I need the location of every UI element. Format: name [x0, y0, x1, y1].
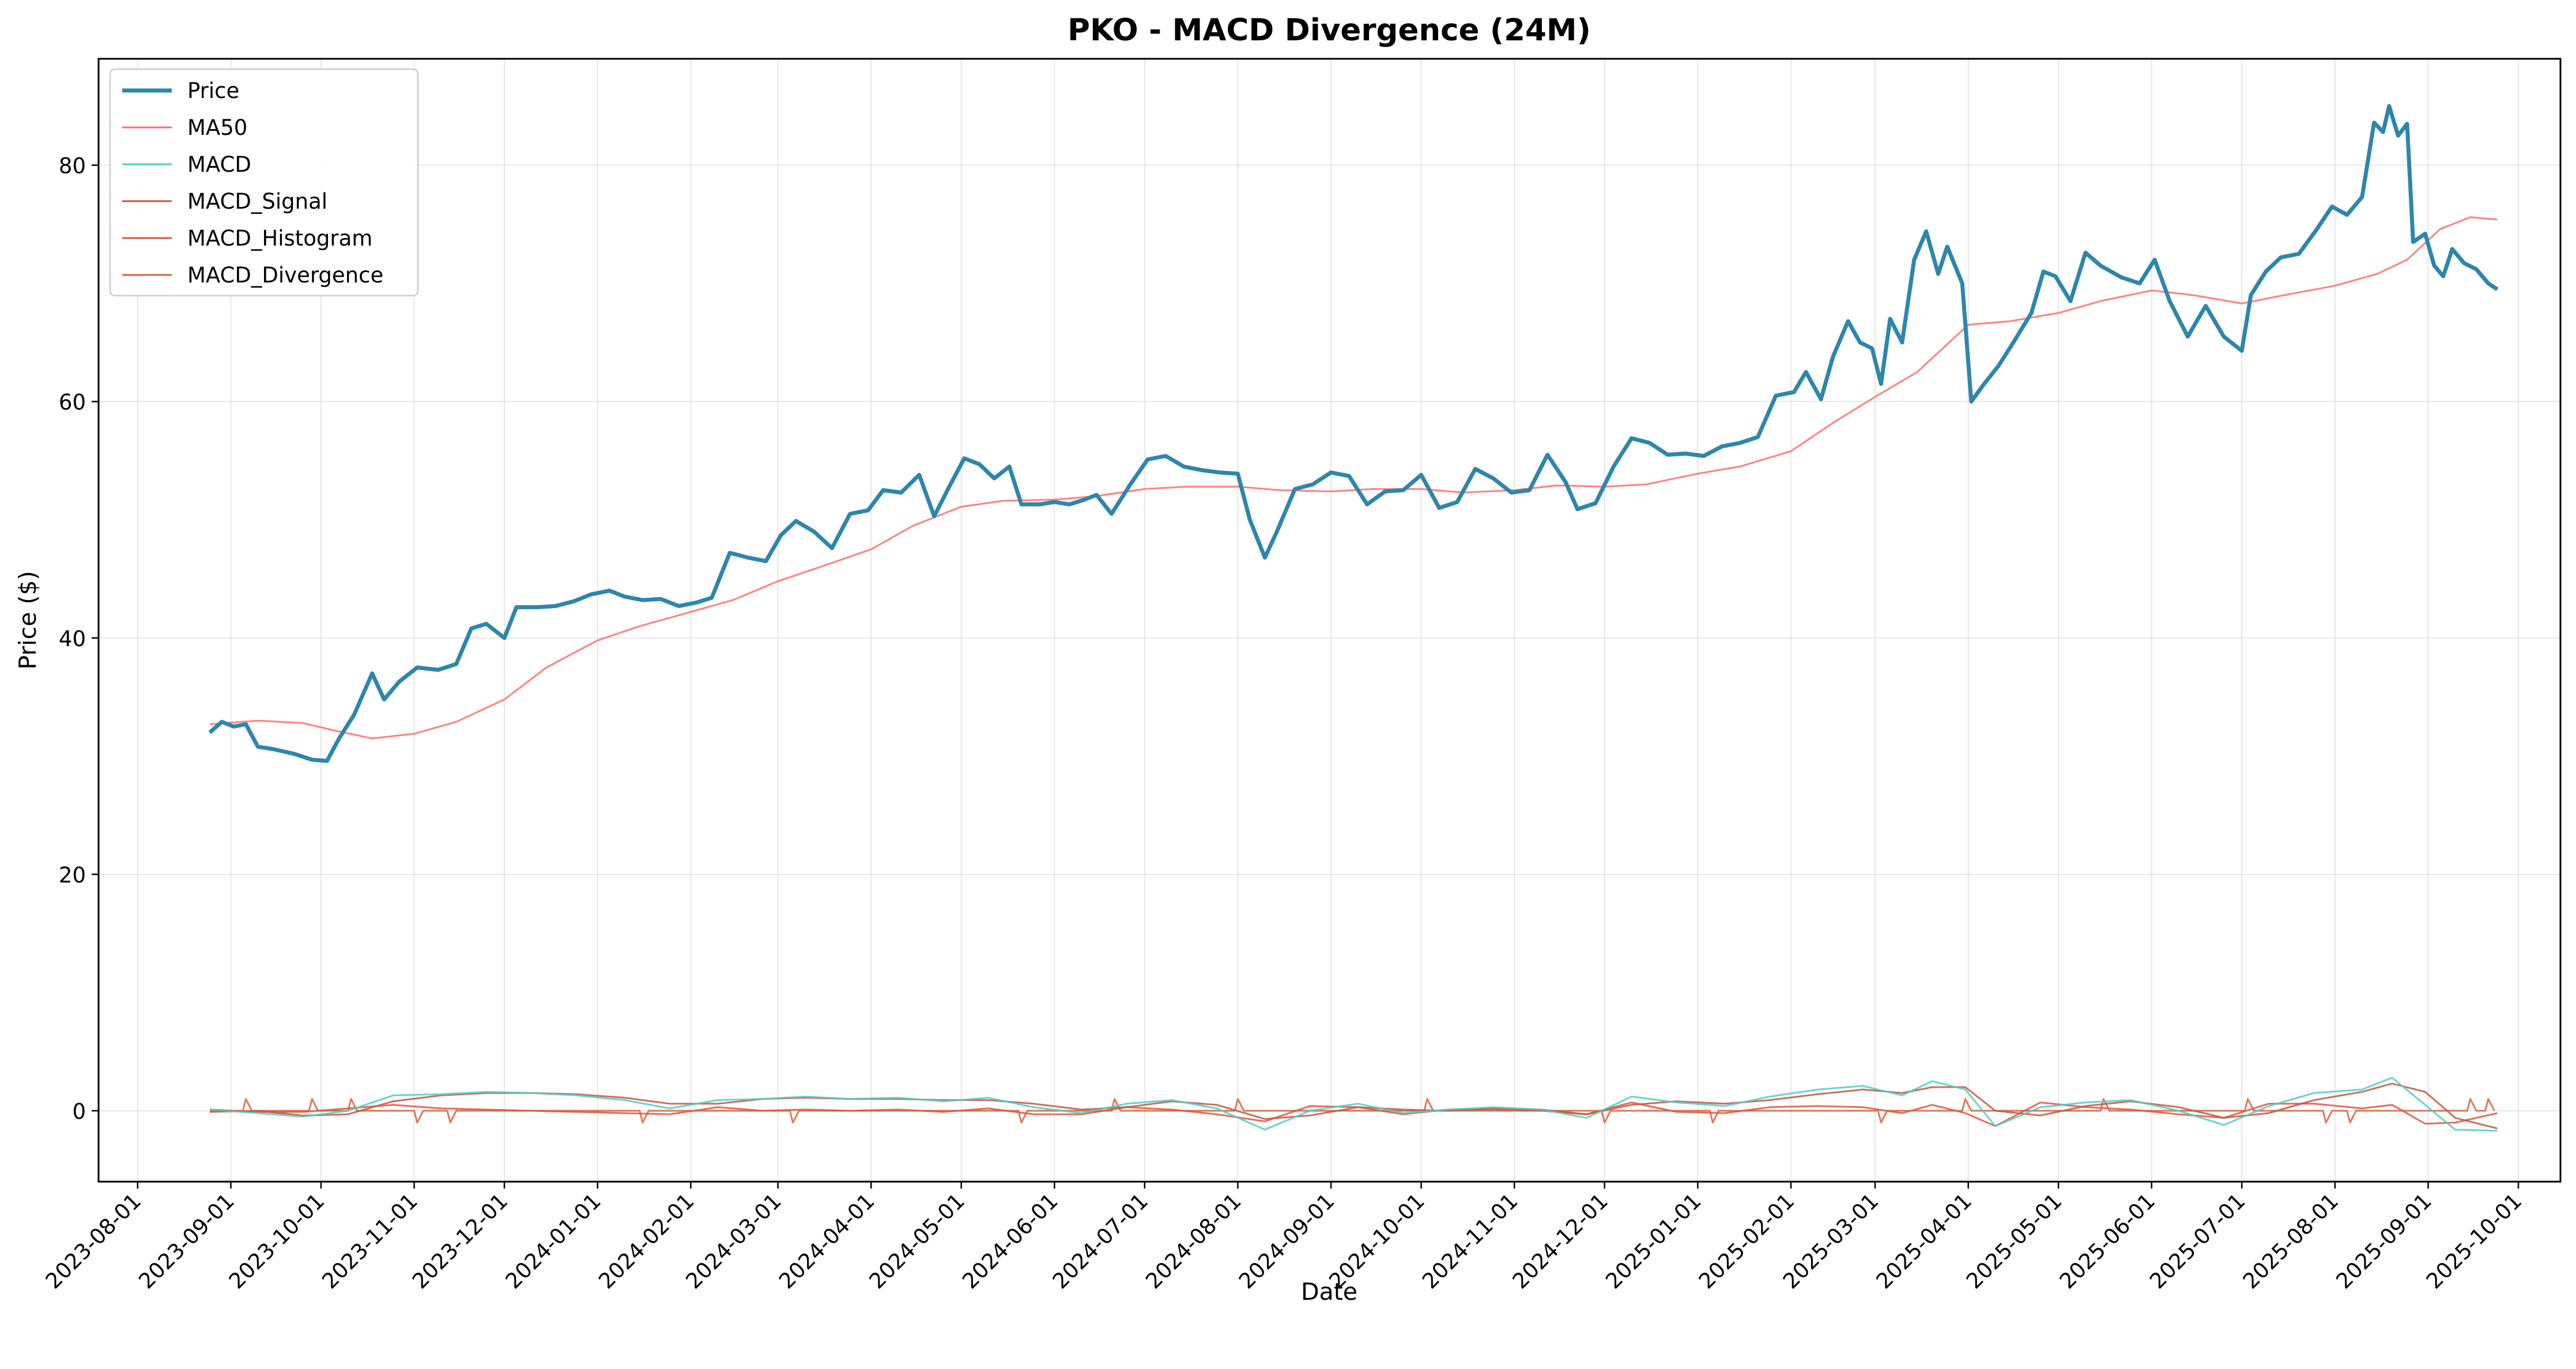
- legend-label-macd-signal: MACD_Signal: [187, 189, 327, 214]
- y-tick-label: 60: [59, 390, 86, 415]
- series-line-macd-histogram: [209, 1102, 2498, 1127]
- y-tick-label: 80: [59, 154, 86, 179]
- series-line-macd-divergence: [210, 1098, 2495, 1123]
- series-line-price: [208, 104, 2499, 763]
- plot-frame: [97, 58, 2562, 1183]
- y-tick-label: 20: [59, 863, 86, 888]
- series-line-macd: [209, 1077, 2498, 1132]
- y-tick-label: 0: [72, 1099, 86, 1124]
- legend-label-price: Price: [187, 78, 239, 103]
- legend: Price MA50 MACD MACD_Signal MACD_Histogram MA…: [109, 68, 419, 297]
- chart-title: PKO - MACD Divergence (24M): [1068, 13, 1591, 48]
- legend-box: [109, 68, 419, 297]
- legend-label-macd-histogram: MACD_Histogram: [187, 226, 372, 251]
- y-axis-label: Price ($): [14, 571, 42, 669]
- legend-label-ma50: MA50: [187, 115, 247, 140]
- plot-series: [208, 104, 2499, 1132]
- legend-label-macd: MACD: [187, 152, 251, 177]
- y-tick-label: 40: [59, 627, 86, 651]
- legend-label-macd-divergence: MACD_Divergence: [187, 263, 383, 288]
- x-axis-label: Date: [1301, 1278, 1357, 1306]
